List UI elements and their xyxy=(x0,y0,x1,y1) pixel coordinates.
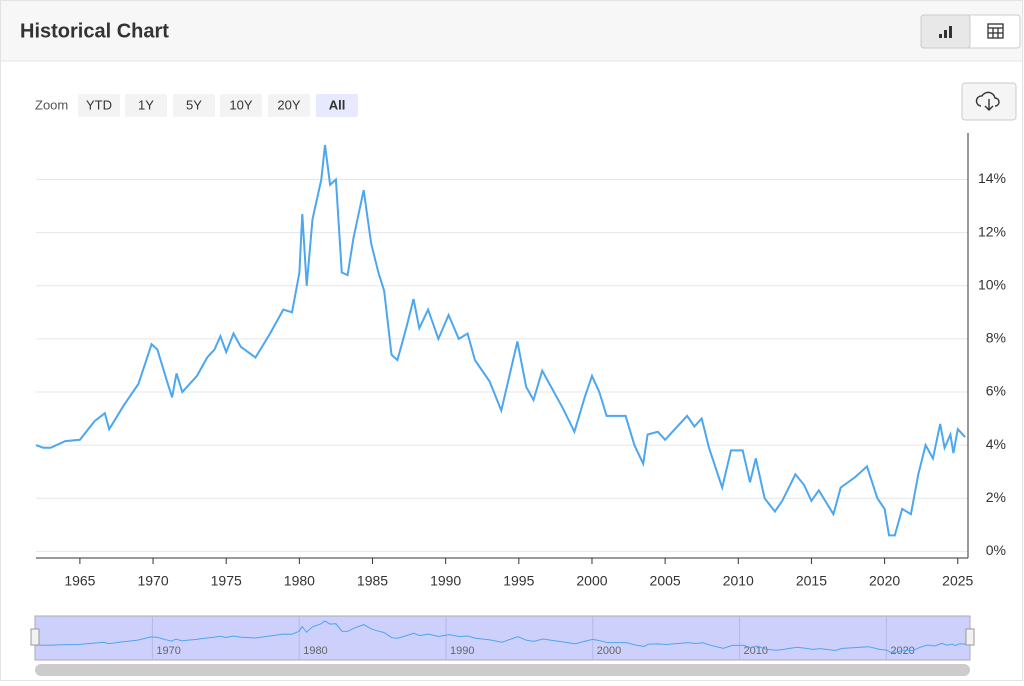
x-tick-label: 1970 xyxy=(137,573,168,589)
y-tick-label: 2% xyxy=(986,489,1006,505)
navigator-tick-label: 1970 xyxy=(156,645,180,657)
zoom-button-label[interactable]: 5Y xyxy=(186,97,202,112)
zoom-button-label[interactable]: YTD xyxy=(86,97,112,112)
x-tick-label: 1990 xyxy=(430,573,461,589)
y-tick-label: 6% xyxy=(986,383,1006,399)
navigator-tick-label: 2000 xyxy=(597,645,621,657)
header-title: Historical Chart xyxy=(20,20,169,42)
navigator-line xyxy=(34,620,968,653)
series-line xyxy=(35,144,966,537)
y-tick-label: 12% xyxy=(978,223,1006,239)
header-bar xyxy=(1,1,1022,61)
navigator-tick-label: 1980 xyxy=(303,645,327,657)
x-tick-label: 2005 xyxy=(650,573,681,589)
zoom-button[interactable] xyxy=(78,94,120,117)
zoom-button-label[interactable]: 1Y xyxy=(138,97,154,112)
zoom-button-label[interactable]: 10Y xyxy=(229,97,252,112)
x-tick-label: 1985 xyxy=(357,573,388,589)
icon xyxy=(949,26,952,38)
y-tick-label: 8% xyxy=(986,330,1006,346)
x-tick-label: 2025 xyxy=(942,573,973,589)
x-tick-label: 2020 xyxy=(869,573,900,589)
zoom-button-label[interactable]: 20Y xyxy=(277,97,300,112)
zoom-button[interactable] xyxy=(173,94,215,117)
download-button[interactable] xyxy=(961,82,1017,121)
table-icon[interactable] xyxy=(987,23,1004,39)
x-tick-label: 2015 xyxy=(796,573,827,589)
y-tick-label: 14% xyxy=(978,170,1006,186)
navigator-handle[interactable] xyxy=(30,628,40,646)
zoom-button-label[interactable]: All xyxy=(329,97,346,112)
y-tick-label: 4% xyxy=(986,436,1006,452)
x-tick-label: 1975 xyxy=(211,573,242,589)
x-tick-label: 2000 xyxy=(576,573,607,589)
zoom-label: Zoom xyxy=(35,97,68,112)
x-tick-label: 1965 xyxy=(64,573,95,589)
scrollbar[interactable] xyxy=(35,664,970,676)
zoom-button[interactable] xyxy=(268,94,310,117)
icon xyxy=(944,30,947,38)
x-tick-label: 1980 xyxy=(284,573,315,589)
zoom-button[interactable] xyxy=(125,94,167,117)
zoom-button[interactable] xyxy=(316,94,358,117)
x-tick-label: 2010 xyxy=(723,573,754,589)
icon xyxy=(939,34,942,38)
navigator-tick-label: 1990 xyxy=(450,645,474,657)
navigator-handle[interactable] xyxy=(965,628,975,646)
x-tick-label: 1995 xyxy=(503,573,534,589)
y-tick-label: 10% xyxy=(978,276,1006,292)
download-icon xyxy=(975,91,1000,111)
view-toggle[interactable] xyxy=(920,14,1021,49)
navigator-window xyxy=(34,615,971,661)
zoom-button[interactable] xyxy=(220,94,262,117)
y-tick-label: 0% xyxy=(986,542,1006,558)
